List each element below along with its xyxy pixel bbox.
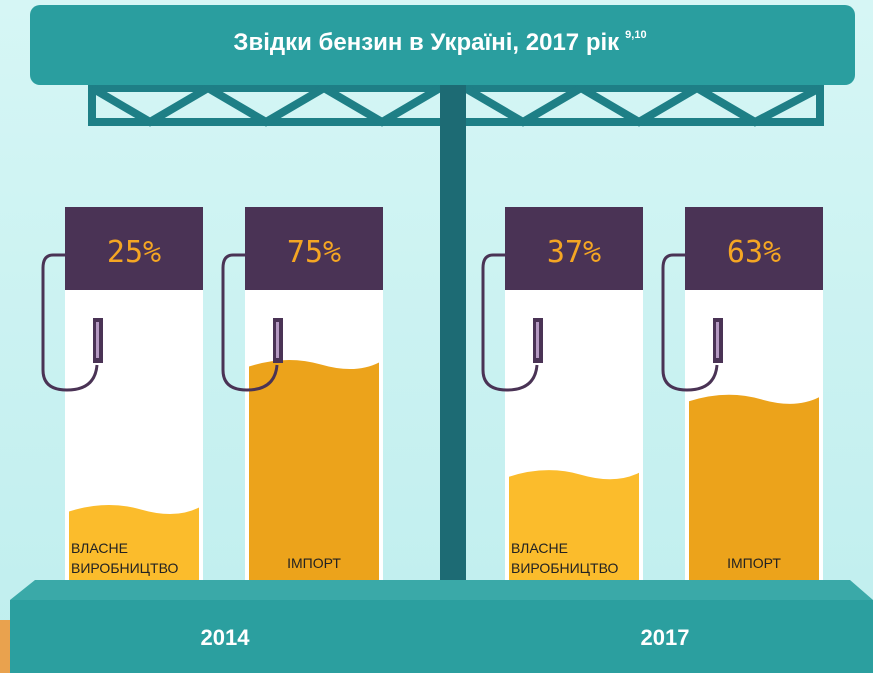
pump-display — [245, 207, 383, 290]
chart-title: Звідки бензин в Україні, 2017 рік 9,10 — [233, 29, 646, 56]
fuel-level — [689, 394, 819, 580]
value-label: 75% — [287, 235, 341, 270]
pole — [440, 80, 466, 595]
series-label: ІМПОРТ — [287, 555, 341, 571]
pump-display — [65, 207, 203, 290]
value-label: 63% — [727, 235, 781, 270]
hose — [481, 253, 539, 392]
nozzle-shine — [536, 322, 539, 358]
base — [10, 600, 873, 673]
hose — [41, 253, 99, 392]
pump-display — [685, 207, 823, 290]
series-label: ВЛАСНЕ ВИРОБНИЦТВО — [511, 540, 619, 576]
value-label: 37% — [547, 235, 601, 270]
nozzle-shine — [96, 322, 99, 358]
pump-display — [505, 207, 643, 290]
hose — [221, 253, 279, 392]
series-label: ВЛАСНЕ ВИРОБНИЦТВО — [71, 540, 179, 576]
hose — [661, 253, 719, 392]
series-label: ІМПОРТ — [727, 555, 781, 571]
year-label: 2014 — [201, 625, 251, 650]
fuel-level — [249, 359, 379, 580]
title-text: Звідки бензин в Україні, 2017 рік — [233, 29, 620, 56]
sign — [30, 5, 855, 85]
platform — [10, 580, 873, 600]
fuel-level — [509, 470, 639, 580]
corner-strip — [0, 620, 10, 673]
nozzle-shine — [716, 322, 719, 358]
fuel-level — [69, 504, 199, 580]
title-note: 9,10 — [625, 29, 646, 41]
value-label: 25% — [107, 235, 161, 270]
year-label: 2017 — [641, 625, 690, 650]
nozzle-shine — [276, 322, 279, 358]
